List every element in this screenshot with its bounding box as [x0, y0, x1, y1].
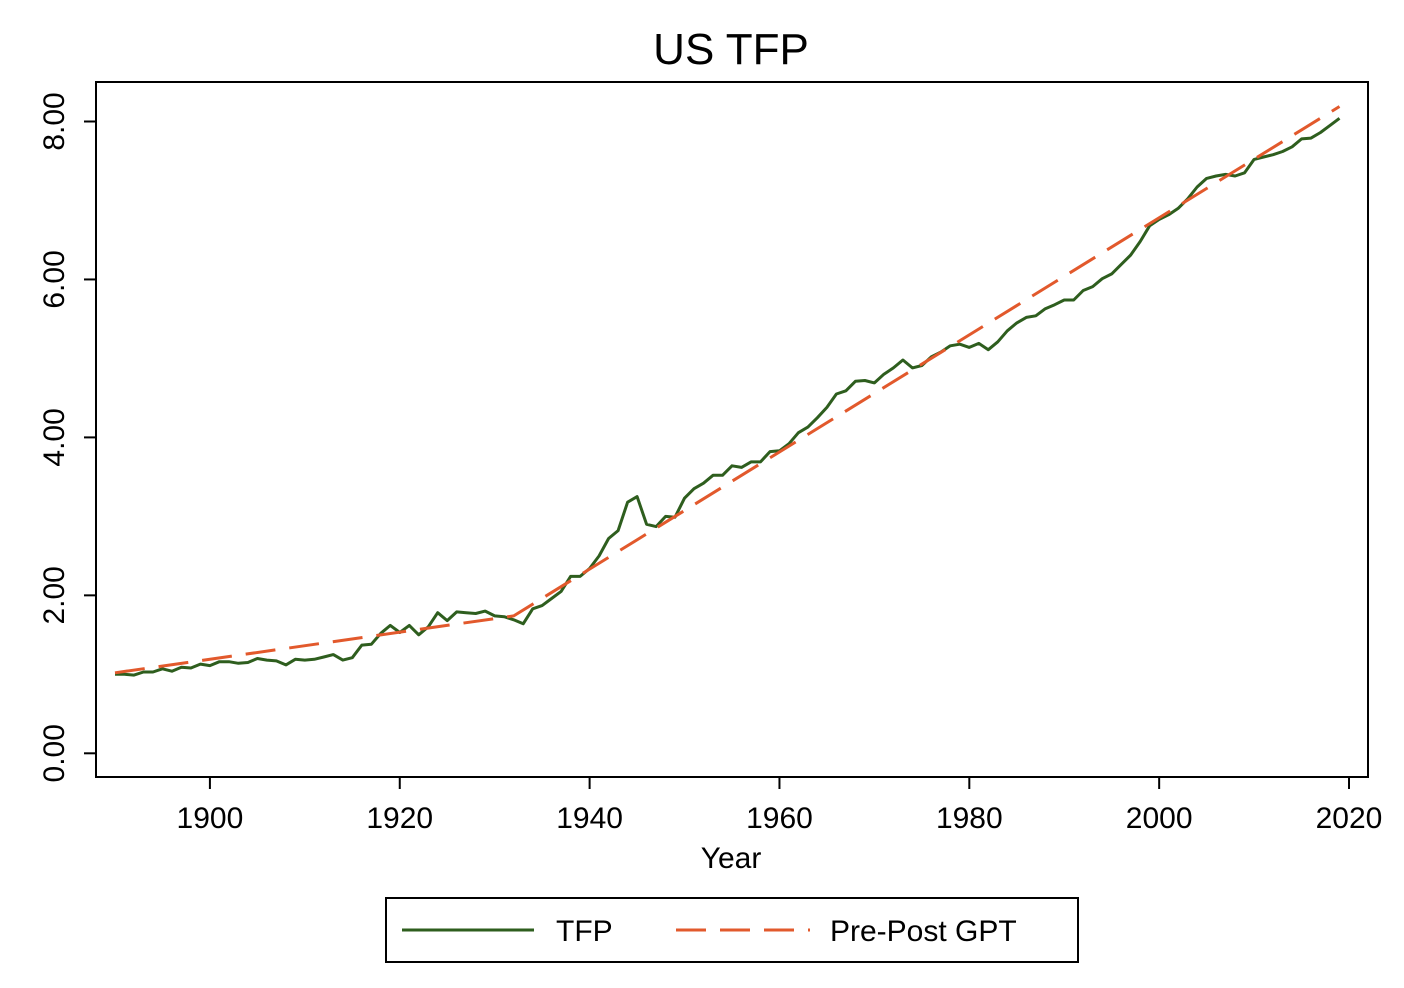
- legend-label-pre-post-gpt: Pre-Post GPT: [830, 915, 1017, 948]
- legend: TFP Pre-Post GPT: [385, 897, 1079, 963]
- x-tick-label: 1980: [936, 802, 1003, 835]
- plot-frame: [95, 81, 1369, 778]
- series-line-tfp: [115, 117, 1341, 677]
- x-tick-label: 2020: [1316, 802, 1383, 835]
- x-tick-label: 1960: [746, 802, 813, 835]
- x-tick-label: 1920: [366, 802, 433, 835]
- y-tick-label: 4.00: [38, 408, 71, 466]
- legend-label-tfp: TFP: [556, 915, 613, 948]
- x-tick-label: 2000: [1126, 802, 1193, 835]
- x-axis-title: Year: [701, 842, 762, 875]
- x-axis: 1900 1920 1940 1960 1980 2000 2020: [177, 777, 1383, 835]
- series-layer: [114, 105, 1341, 677]
- y-tick-label: 2.00: [38, 566, 71, 624]
- y-tick-label: 0.00: [38, 724, 71, 782]
- y-tick-label: 8.00: [38, 92, 71, 150]
- series-line-pre-post-gpt: [114, 105, 1341, 675]
- chart-title: US TFP: [653, 25, 809, 74]
- x-tick-label: 1940: [556, 802, 623, 835]
- y-tick-label: 6.00: [38, 250, 71, 308]
- y-axis: 0.00 2.00 4.00 6.00 8.00: [38, 92, 96, 783]
- x-tick-label: 1900: [177, 802, 244, 835]
